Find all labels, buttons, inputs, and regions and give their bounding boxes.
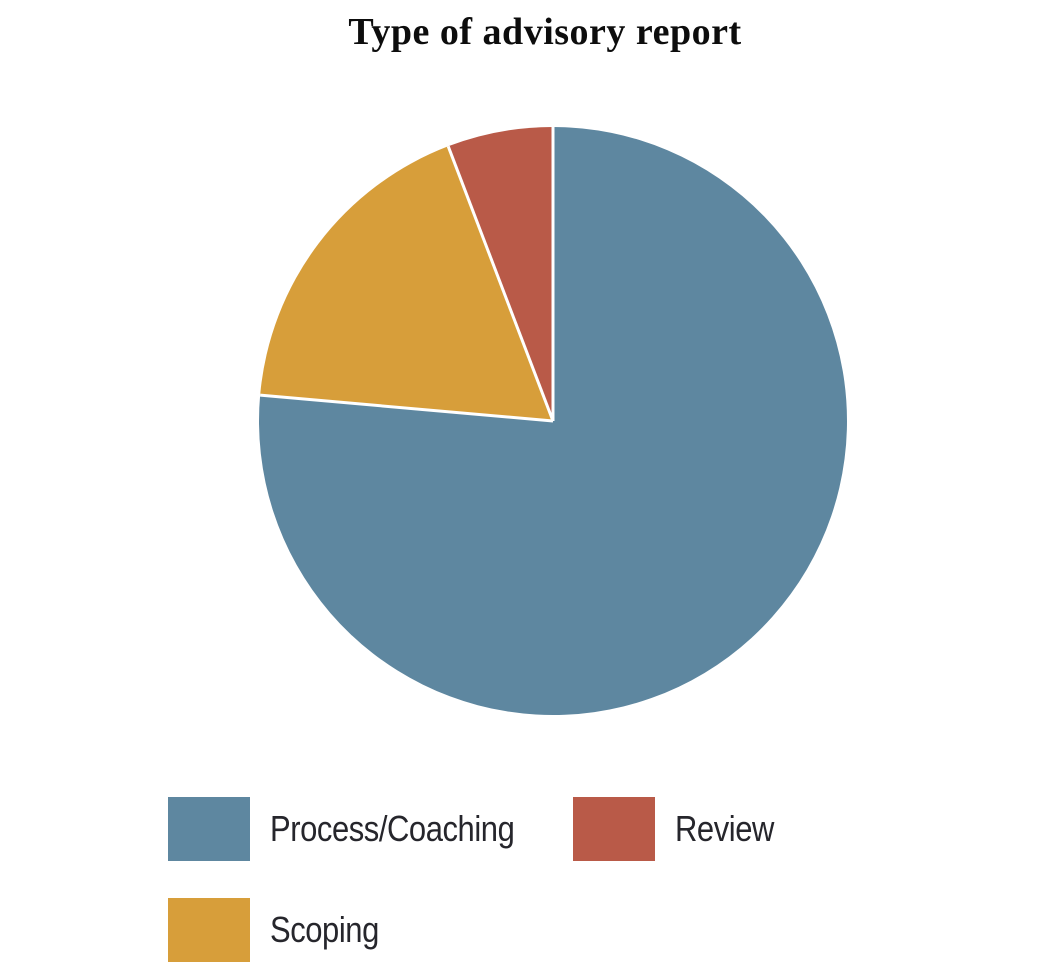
legend-label-review: Review	[675, 808, 774, 849]
legend-swatch-scoping	[168, 898, 250, 962]
pie-slice-separator	[260, 393, 554, 423]
legend-item-scoping: Scoping	[168, 898, 397, 962]
legend-swatch-process-coaching	[168, 797, 250, 861]
legend-label-process-coaching: Process/Coaching	[270, 808, 515, 849]
legend-item-review: Review	[573, 797, 790, 861]
legend-item-process-coaching: Process/Coaching	[168, 797, 554, 861]
pie-slice-scoping	[260, 146, 553, 421]
pie-chart-figure	[257, 125, 849, 717]
chart-legend: Process/Coaching Review Scoping	[168, 797, 928, 967]
chart-title: Type of advisory report	[348, 11, 742, 53]
pie-slice-separator	[446, 145, 555, 422]
pie-chart	[259, 127, 848, 715]
legend-swatch-review	[573, 797, 655, 861]
pie-slice-review	[448, 127, 553, 421]
legend-label-scoping: Scoping	[270, 909, 379, 950]
